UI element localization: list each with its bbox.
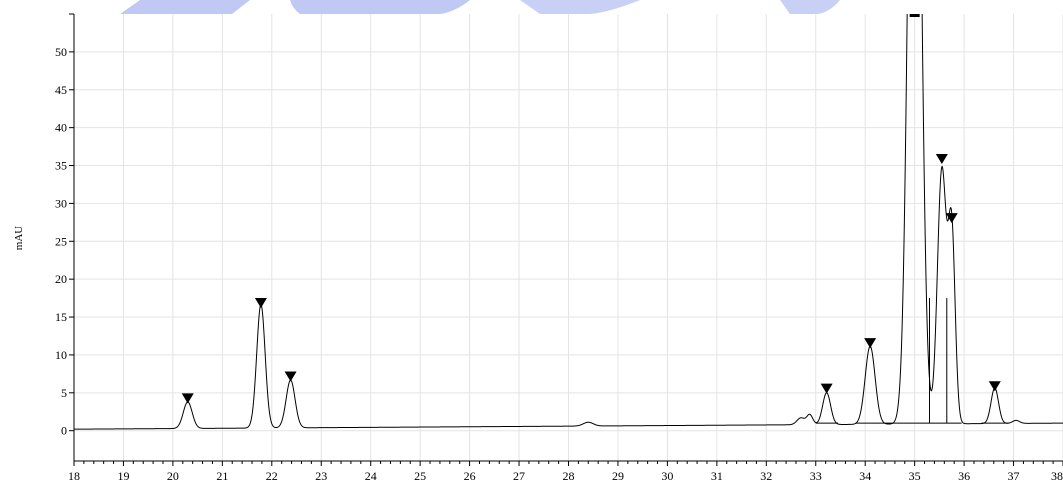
watermark-shape <box>780 0 840 14</box>
y-tick-label: 30 <box>55 196 67 210</box>
y-tick-label: 50 <box>55 45 67 59</box>
x-tick-label: 31 <box>711 469 723 483</box>
peak-marker <box>284 371 297 382</box>
peak-marker <box>864 338 877 349</box>
x-tick-label: 21 <box>216 469 228 483</box>
x-tick-label: 30 <box>661 469 673 483</box>
peak-marker <box>945 213 958 224</box>
peak-marker <box>820 383 833 394</box>
watermark-shape <box>120 0 250 14</box>
x-tick-label: 20 <box>167 469 179 483</box>
y-tick-label: 20 <box>55 272 67 286</box>
axes: 18 19 20 21 22 23 24 25 26 27 28 29 30 31 32 33 34 35 36 37… <box>55 13 1063 483</box>
x-tick-label: 24 <box>365 469 377 483</box>
x-tick-label: 29 <box>612 469 624 483</box>
watermark-shape <box>520 0 640 14</box>
y-tick-label: 40 <box>55 121 67 135</box>
y-tick-label: 5 <box>61 386 67 400</box>
x-tick-label: 32 <box>760 469 772 483</box>
x-tick-label: 18 <box>68 469 80 483</box>
peak-marker <box>181 393 194 404</box>
y-tick-label: 0 <box>61 424 67 438</box>
peak-marker <box>988 381 1001 392</box>
x-tick-label: 25 <box>414 469 426 483</box>
x-tick-label: 36 <box>958 469 970 483</box>
x-tick-label: 28 <box>563 469 575 483</box>
watermark-shape <box>290 0 470 14</box>
watermark <box>120 0 840 14</box>
peak-markers <box>181 14 1001 404</box>
peak-marker <box>935 154 948 165</box>
x-tick-label: 33 <box>810 469 822 483</box>
x-tick-label: 34 <box>859 469 871 483</box>
trace-layer <box>74 14 1063 430</box>
y-tick-label: 10 <box>55 348 67 362</box>
x-tick-label: 26 <box>464 469 476 483</box>
grid <box>73 14 1063 461</box>
y-tick-label: 25 <box>55 234 67 248</box>
x-tick-label: 23 <box>315 469 327 483</box>
x-tick-label: 19 <box>117 469 129 483</box>
peak-marker <box>254 297 267 308</box>
x-tick-label: 37 <box>1008 469 1020 483</box>
x-tick-label: 35 <box>909 469 921 483</box>
x-tick-label: 27 <box>513 469 525 483</box>
x-tick-label: 38 <box>1051 469 1063 483</box>
peak-marker <box>909 14 920 17</box>
y-tick-label: 45 <box>55 83 67 97</box>
y-axis-title: mAU <box>13 226 25 251</box>
y-tick-label: 15 <box>55 310 67 324</box>
signal-trace <box>74 14 1063 430</box>
x-tick-label: 22 <box>266 469 278 483</box>
y-tick-label: 35 <box>55 159 67 173</box>
